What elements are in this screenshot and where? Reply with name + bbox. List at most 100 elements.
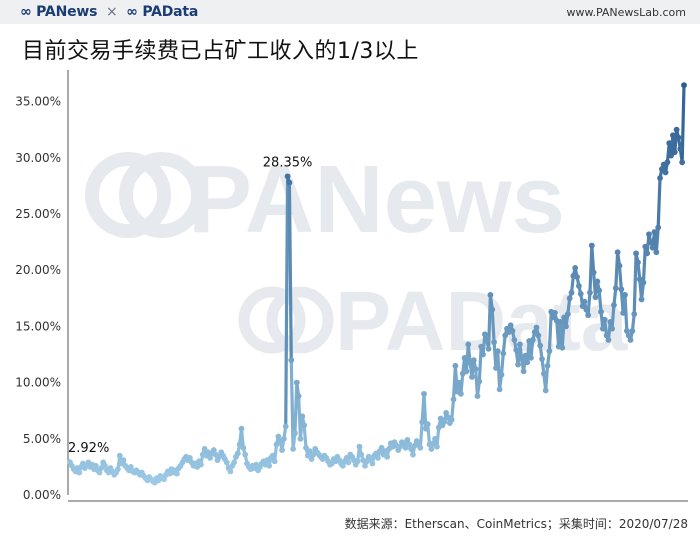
data-point: [292, 430, 298, 437]
data-point: [308, 456, 315, 462]
data-point: [588, 242, 595, 249]
data-point: [476, 378, 483, 385]
data-point: [304, 452, 311, 459]
data-point: [502, 332, 509, 339]
data-point: [400, 440, 407, 447]
data-point: [646, 231, 652, 238]
data-point: [410, 451, 416, 458]
data-point: [605, 336, 612, 343]
line-segment: [610, 303, 616, 331]
data-point: [590, 269, 597, 276]
data-point: [679, 159, 686, 166]
top-bar: ∞ PANews × ∞ PAData www.PANewsLab.com: [0, 0, 700, 24]
data-point: [406, 441, 413, 448]
data-point: [465, 341, 472, 348]
line-segment: [450, 397, 456, 422]
data-point: [513, 347, 520, 353]
watermark-panews-text: PANews: [188, 146, 565, 253]
line-segment: [544, 364, 550, 393]
data-point: [269, 452, 276, 459]
data-point: [594, 278, 601, 285]
data-point: [522, 352, 529, 359]
data-point: [603, 332, 610, 339]
data-point: [666, 140, 673, 147]
data-point: [480, 351, 486, 358]
data-point: [417, 444, 424, 451]
data-point: [616, 262, 623, 269]
data-point: [675, 134, 682, 141]
data-point: [271, 458, 278, 465]
line-segment: [490, 307, 496, 344]
panews-logo-icon: ∞: [20, 4, 32, 20]
data-point: [487, 292, 494, 298]
data-point: [644, 250, 651, 257]
data-point: [576, 283, 582, 289]
data-point: [201, 446, 208, 452]
data-point: [286, 179, 293, 186]
data-source-note: 数据来源：Etherscan、CoinMetrics；采集时间：2020/07/…: [344, 517, 688, 531]
data-point: [611, 302, 617, 308]
data-point: [518, 356, 525, 362]
y-tick-label: 5.00%: [23, 432, 61, 446]
data-point: [601, 316, 608, 323]
data-point: [566, 295, 573, 302]
data-point: [511, 336, 518, 343]
data-point: [290, 446, 297, 452]
data-point: [452, 362, 459, 369]
data-point: [622, 292, 628, 298]
y-tick-label: 20.00%: [15, 263, 61, 277]
data-point: [358, 451, 365, 458]
data-point: [174, 470, 180, 477]
data-point: [402, 444, 409, 451]
data-point: [369, 460, 376, 467]
data-point: [607, 319, 614, 325]
data-point: [540, 370, 547, 377]
data-point: [242, 451, 249, 458]
data-point: [491, 339, 497, 346]
data-point: [441, 419, 448, 425]
data-point: [127, 464, 134, 470]
series-points: [67, 82, 687, 486]
data-point: [428, 446, 435, 452]
data-point: [614, 249, 621, 256]
data-point: [564, 311, 571, 317]
data-point: [231, 459, 238, 466]
data-point: [596, 287, 603, 294]
data-point: [531, 329, 538, 335]
data-point: [640, 279, 647, 286]
watermark-padata-icon: [238, 286, 334, 354]
line-segment: [302, 423, 308, 450]
data-point: [539, 356, 545, 362]
line-segment: [287, 180, 293, 362]
padata-logo-icon: ∞: [126, 4, 138, 20]
brand-right: PAData: [142, 4, 199, 20]
data-point: [542, 387, 549, 394]
data-point: [673, 126, 680, 133]
data-point: [577, 290, 584, 297]
data-point: [638, 296, 645, 303]
data-point: [657, 175, 663, 181]
data-point: [295, 393, 302, 399]
data-point: [579, 303, 586, 310]
line-segment: [654, 225, 660, 254]
data-point: [282, 423, 289, 430]
brand-left: PANews: [36, 4, 98, 20]
line-segment: [459, 372, 465, 396]
line-segment: [529, 338, 535, 360]
data-point: [557, 319, 564, 325]
data-point: [422, 425, 429, 432]
data-point: [618, 286, 625, 293]
line-segment: [586, 291, 592, 317]
data-point: [424, 421, 431, 428]
data-point: [92, 462, 99, 469]
watermark-panews-icon: [85, 152, 205, 238]
data-point: [515, 361, 521, 368]
watermark: PANews PAData: [85, 146, 629, 368]
data-point: [207, 455, 214, 461]
data-point: [559, 344, 566, 351]
data-point: [343, 455, 350, 461]
data-point: [303, 444, 309, 451]
data-point: [583, 306, 590, 313]
y-tick-label: 0.00%: [23, 488, 61, 502]
line-segment: [590, 243, 596, 275]
